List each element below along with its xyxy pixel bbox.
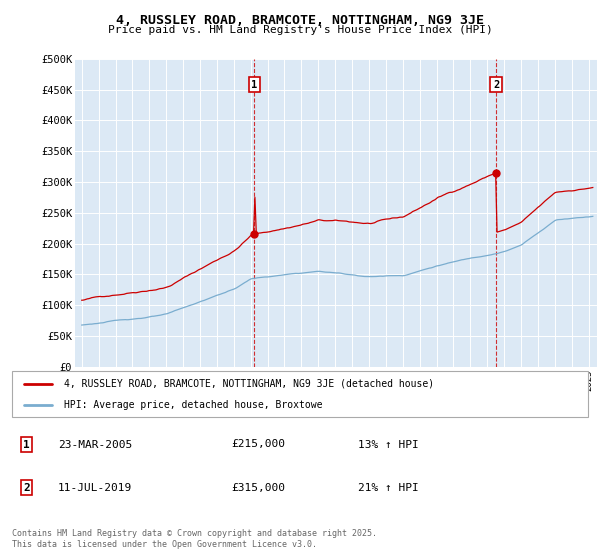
Text: Contains HM Land Registry data © Crown copyright and database right 2025.
This d: Contains HM Land Registry data © Crown c… bbox=[12, 529, 377, 549]
Text: £215,000: £215,000 bbox=[231, 440, 285, 450]
Text: 4, RUSSLEY ROAD, BRAMCOTE, NOTTINGHAM, NG9 3JE (detached house): 4, RUSSLEY ROAD, BRAMCOTE, NOTTINGHAM, N… bbox=[64, 379, 434, 389]
Text: 2: 2 bbox=[493, 80, 499, 90]
Text: HPI: Average price, detached house, Broxtowe: HPI: Average price, detached house, Brox… bbox=[64, 400, 322, 410]
Text: 11-JUL-2019: 11-JUL-2019 bbox=[58, 483, 133, 493]
Text: 4, RUSSLEY ROAD, BRAMCOTE, NOTTINGHAM, NG9 3JE: 4, RUSSLEY ROAD, BRAMCOTE, NOTTINGHAM, N… bbox=[116, 14, 484, 27]
Text: £315,000: £315,000 bbox=[231, 483, 285, 493]
Text: 1: 1 bbox=[23, 440, 30, 450]
Text: 13% ↑ HPI: 13% ↑ HPI bbox=[358, 440, 418, 450]
Text: 23-MAR-2005: 23-MAR-2005 bbox=[58, 440, 133, 450]
Text: 2: 2 bbox=[23, 483, 30, 493]
Text: Price paid vs. HM Land Registry's House Price Index (HPI): Price paid vs. HM Land Registry's House … bbox=[107, 25, 493, 35]
Text: 1: 1 bbox=[251, 80, 257, 90]
Text: 21% ↑ HPI: 21% ↑ HPI bbox=[358, 483, 418, 493]
